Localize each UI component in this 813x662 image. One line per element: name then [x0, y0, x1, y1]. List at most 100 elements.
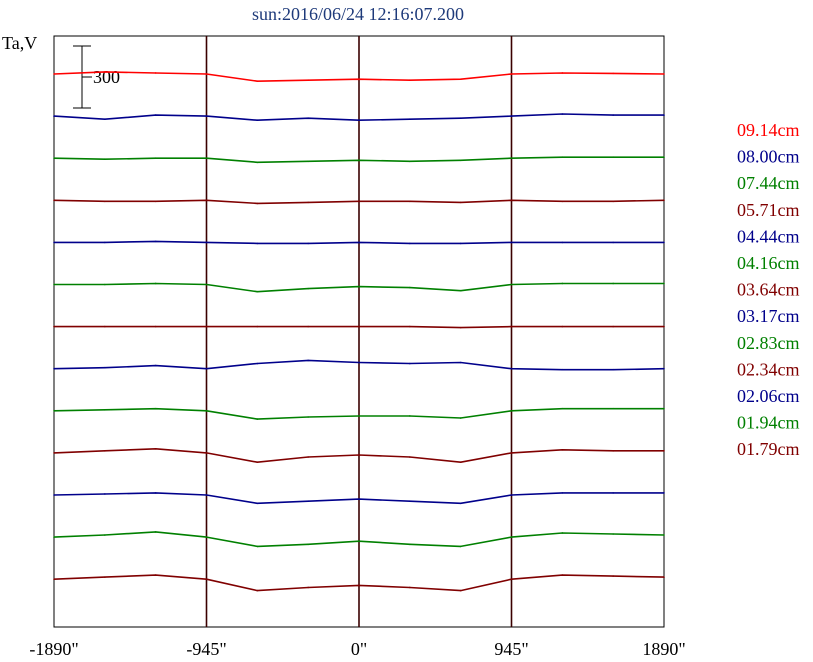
data-point — [409, 456, 411, 458]
data-point — [561, 492, 564, 494]
data-point — [256, 290, 259, 293]
data-point — [53, 452, 55, 454]
data-point — [561, 407, 564, 410]
data-point — [104, 71, 106, 73]
data-point — [53, 199, 55, 202]
data-point — [663, 534, 665, 536]
data-point — [53, 494, 55, 496]
data-point — [104, 450, 106, 452]
data-point — [154, 114, 157, 116]
data-point — [205, 283, 208, 286]
data-point — [256, 202, 259, 205]
data-point — [510, 367, 513, 370]
data-point — [307, 287, 309, 290]
data-point — [307, 117, 309, 119]
data-point — [104, 241, 106, 244]
data-point — [561, 532, 564, 534]
data-point — [459, 289, 462, 292]
data-point — [358, 415, 360, 417]
data-point — [409, 415, 411, 417]
data-point — [561, 156, 564, 158]
data-point — [256, 502, 259, 505]
data-point — [205, 536, 208, 538]
data-point — [561, 368, 564, 371]
data-point — [409, 118, 411, 120]
scale-bar: 300 — [73, 45, 120, 109]
data-point — [663, 407, 665, 410]
data-point — [154, 157, 157, 159]
data-point — [459, 461, 462, 464]
data-point — [663, 282, 665, 285]
legend-entry: 04.44cm — [737, 226, 800, 246]
data-point — [205, 452, 208, 454]
data-point — [205, 494, 208, 496]
data-point — [510, 410, 513, 412]
data-point — [205, 578, 208, 580]
data-point — [663, 325, 665, 328]
data-point — [612, 325, 614, 328]
vertical-markers — [205, 36, 513, 627]
data-point — [256, 242, 259, 245]
legend: 09.14cm 08.00cm 07.44cm 05.71cm 04.44cm 04.16… — [737, 120, 800, 459]
data-point — [358, 285, 360, 288]
data-point — [358, 325, 360, 328]
data-point — [307, 242, 309, 245]
data-point — [104, 576, 106, 578]
data-point — [510, 325, 513, 328]
legend-entry: 03.17cm — [737, 306, 800, 326]
data-point — [205, 157, 208, 159]
data-point — [459, 159, 462, 162]
data-point — [663, 114, 665, 116]
legend-entry: 09.14cm — [737, 120, 800, 140]
data-point — [307, 160, 309, 163]
data-point — [459, 417, 462, 419]
data-point — [663, 73, 665, 75]
data-point — [612, 72, 614, 75]
data-point — [104, 366, 106, 369]
x-tick-label: 1890" — [642, 639, 685, 659]
data-point — [459, 502, 462, 505]
data-point — [154, 325, 157, 328]
x-tick-labels: -1890" -945" 0" 945" 1890" — [29, 639, 685, 659]
data-point — [409, 362, 411, 365]
data-point — [409, 200, 411, 203]
data-point — [154, 492, 157, 494]
data-point — [663, 241, 665, 244]
x-tick-label: 945" — [494, 639, 528, 659]
data-point — [459, 361, 462, 364]
legend-entry: 03.64cm — [737, 280, 800, 300]
data-point — [459, 78, 462, 80]
data-point — [205, 241, 208, 244]
data-point — [205, 325, 208, 328]
data-point — [256, 325, 259, 328]
data-point — [53, 115, 55, 117]
data-point — [307, 543, 309, 546]
data-point — [256, 461, 259, 464]
data-point — [154, 447, 157, 450]
data-point — [205, 73, 208, 75]
data-point — [612, 492, 614, 494]
data-point — [510, 578, 513, 580]
series-traces — [53, 71, 665, 592]
data-point — [53, 325, 55, 328]
data-point — [612, 450, 614, 452]
data-point — [561, 325, 564, 328]
data-point — [459, 117, 462, 119]
data-point — [307, 586, 309, 589]
data-point — [307, 201, 309, 204]
data-point — [104, 408, 106, 411]
data-point — [154, 240, 157, 243]
data-point — [561, 241, 564, 244]
data-point — [561, 200, 564, 203]
data-point — [256, 119, 259, 122]
legend-entry: 02.34cm — [737, 359, 800, 379]
data-point — [154, 364, 157, 367]
data-point — [53, 410, 55, 412]
data-point — [205, 199, 208, 202]
data-point — [154, 72, 157, 74]
data-point — [53, 578, 55, 580]
data-point — [510, 157, 513, 159]
data-point — [104, 200, 106, 203]
x-tick-label: -1890" — [29, 639, 78, 659]
